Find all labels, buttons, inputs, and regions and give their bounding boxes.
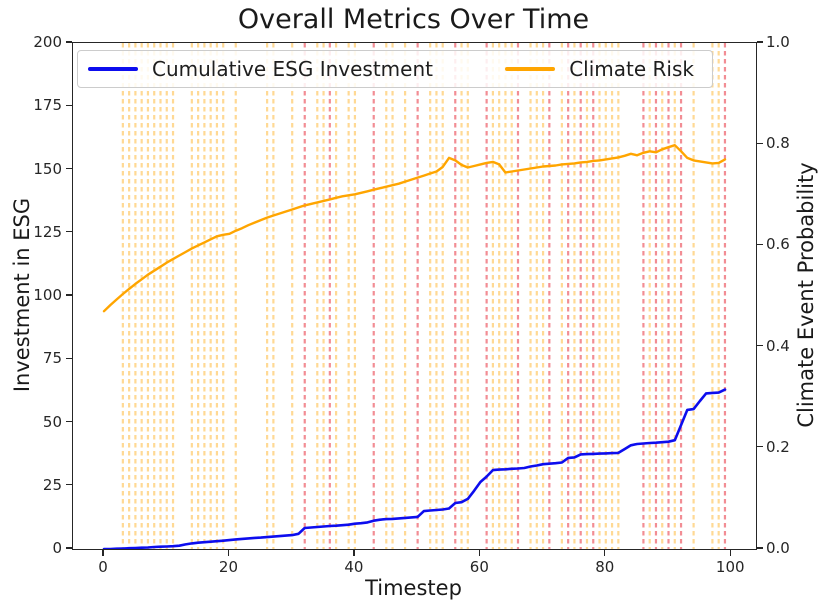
x-tick-mark	[478, 549, 481, 556]
y-left-tick-label: 175	[33, 96, 62, 115]
plot-area: Cumulative ESG Investment Climate Risk	[72, 42, 757, 550]
legend: Cumulative ESG Investment Climate Risk	[77, 50, 713, 88]
x-tick-label: 100	[715, 558, 745, 576]
y-left-tick-label: 25	[42, 475, 62, 494]
y-right-tick-mark	[756, 446, 763, 448]
esg-investment-line	[102, 388, 727, 549]
y-right-tick-label: 0.0	[766, 539, 790, 557]
legend-item-climate-risk: Climate Risk	[505, 57, 694, 81]
y-left-tick-label: 0	[52, 539, 62, 557]
x-tick-mark	[102, 549, 104, 556]
y-left-tick-label: 50	[42, 412, 62, 431]
y-left-tick-mark	[65, 547, 72, 549]
y-left-axis-label: Investment in ESG	[10, 197, 34, 393]
y-right-tick-label: 0.6	[766, 235, 790, 254]
y-right-tick-label: 0.2	[766, 437, 790, 456]
x-tick-label: 80	[595, 558, 615, 576]
legend-label-esg-investment: Cumulative ESG Investment	[152, 57, 433, 81]
y-right-tick-label: 0.8	[766, 134, 790, 153]
x-tick-label: 0	[98, 558, 108, 576]
y-left-tick-label: 200	[33, 33, 62, 51]
plot-canvas	[102, 43, 727, 549]
legend-item-esg-investment: Cumulative ESG Investment	[88, 57, 433, 81]
y-left-tick-mark	[65, 420, 72, 423]
y-left-tick-mark	[65, 294, 72, 296]
esg-investment-line-swatch	[88, 67, 138, 71]
x-tick-label: 60	[469, 558, 489, 576]
y-left-tick-mark	[65, 357, 72, 359]
x-tick-label: 40	[344, 558, 364, 576]
y-left-tick-label: 125	[33, 222, 62, 241]
y-right-tick-mark	[756, 547, 763, 549]
y-right-axis-label: Climate Event Probability	[794, 162, 818, 428]
y-left-tick-mark	[65, 231, 72, 233]
chart-title: Overall Metrics Over Time	[237, 4, 590, 35]
y-left-tick-label: 150	[33, 159, 62, 178]
climate-risk-line-swatch	[505, 67, 556, 71]
y-right-tick-mark	[756, 243, 763, 246]
y-right-tick-mark	[756, 344, 763, 347]
y-left-tick-mark	[65, 167, 72, 170]
x-tick-mark	[729, 549, 731, 556]
y-left-tick-mark	[65, 41, 72, 43]
climate-risk-line	[102, 143, 727, 313]
y-left-tick-label: 75	[42, 349, 62, 368]
y-left-tick-label: 100	[33, 286, 62, 304]
legend-label-climate-risk: Climate Risk	[569, 57, 694, 81]
y-right-tick-label: 0.4	[766, 336, 790, 355]
x-tick-label: 20	[218, 558, 239, 576]
y-right-tick-label: 1.0	[766, 33, 790, 51]
x-tick-mark	[227, 549, 230, 556]
y-left-tick-mark	[65, 104, 72, 106]
y-right-tick-mark	[756, 142, 763, 144]
x-tick-mark	[604, 549, 606, 556]
x-tick-mark	[353, 549, 355, 556]
y-left-tick-mark	[65, 484, 72, 486]
x-axis-label: Timestep	[365, 576, 462, 600]
y-right-tick-mark	[756, 41, 763, 43]
